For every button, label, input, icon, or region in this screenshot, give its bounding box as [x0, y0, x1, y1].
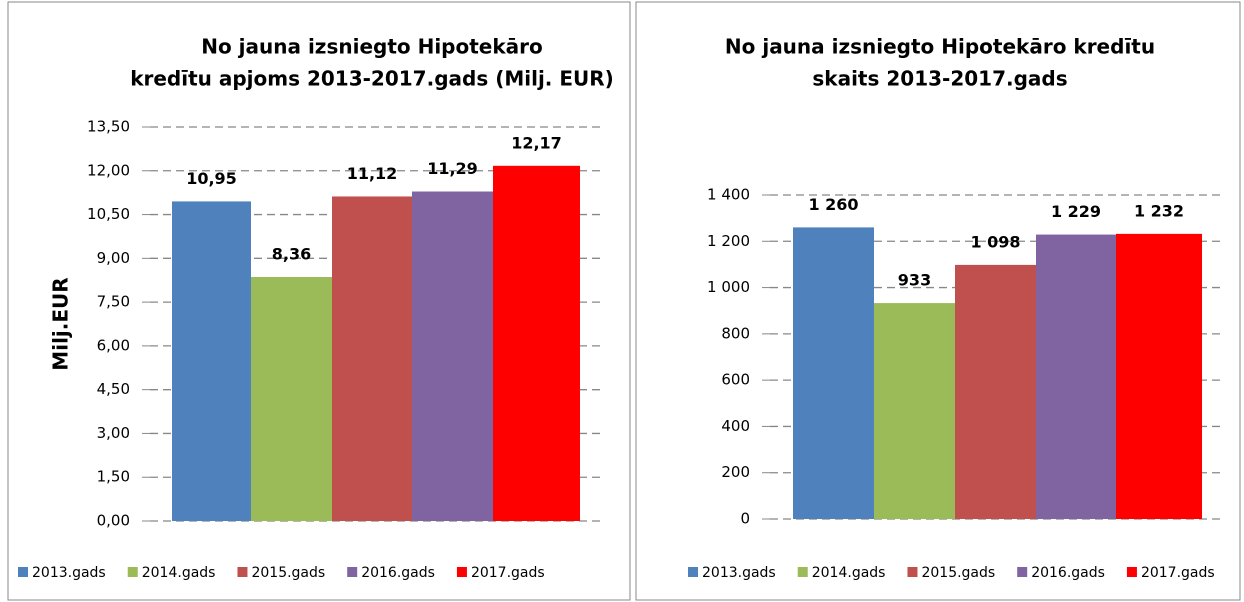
y-tick-label: 4,50 — [97, 380, 130, 398]
value-label: 10,95 — [186, 169, 237, 188]
bar — [412, 191, 493, 521]
legend-swatch — [127, 567, 138, 577]
legend-label: 2014.gads — [812, 565, 886, 581]
value-label: 1 098 — [970, 232, 1020, 251]
legend-label: 2015.gads — [921, 565, 995, 581]
legend-label: 2016.gads — [1031, 565, 1105, 581]
y-tick-label: 400 — [721, 417, 750, 435]
value-label: 933 — [898, 271, 931, 290]
bar — [1116, 233, 1202, 519]
chart-title: kredītu apjoms 2013-2017.gads (Milj. EUR… — [130, 67, 614, 91]
y-tick-label: 1 200 — [707, 232, 750, 250]
value-label: 1 232 — [1134, 201, 1184, 220]
y-tick-label: 1,50 — [97, 468, 130, 486]
chart-title: No jauna izsniegto Hipotekāro — [201, 35, 543, 59]
legend-swatch — [797, 567, 808, 577]
y-tick-label: 1 400 — [707, 186, 750, 204]
y-tick-label: 6,00 — [97, 336, 130, 354]
legend-label: 2016.gads — [361, 565, 435, 581]
y-tick-label: 0,00 — [97, 512, 130, 530]
y-axis-label: Milj.EUR — [49, 277, 73, 370]
legend-swatch — [18, 567, 28, 577]
legend-swatch — [347, 567, 358, 577]
value-label: 8,36 — [272, 245, 311, 264]
y-tick-label: 13,50 — [87, 118, 130, 136]
chart-title: No jauna izsniegto Hipotekāro kredītu — [725, 35, 1155, 59]
chart-title: skaits 2013-2017.gads — [812, 67, 1067, 91]
bar — [332, 196, 412, 521]
bar — [493, 165, 580, 522]
legend-label: 2015.gads — [251, 565, 325, 581]
legend-swatch — [1126, 567, 1137, 577]
y-tick-label: 800 — [721, 324, 750, 342]
y-tick-label: 12,00 — [87, 161, 130, 179]
value-label: 11,29 — [427, 159, 478, 178]
legend-swatch — [688, 567, 698, 577]
bar — [955, 264, 1036, 519]
legend-label: 2014.gads — [142, 565, 216, 581]
y-tick-label: 0 — [740, 510, 750, 528]
legend-label: 2017.gads — [1141, 565, 1215, 581]
y-tick-label: 9,00 — [97, 249, 130, 267]
bar — [1036, 234, 1116, 519]
bar — [172, 201, 251, 521]
value-label: 11,12 — [347, 164, 398, 183]
y-tick-label: 1 000 — [707, 278, 750, 296]
y-tick-label: 3,00 — [97, 424, 130, 442]
value-label: 1 260 — [808, 195, 858, 214]
y-tick-label: 10,50 — [87, 205, 130, 223]
bar — [793, 227, 874, 519]
legend-swatch — [237, 567, 248, 577]
y-tick-label: 600 — [721, 371, 750, 389]
value-label: 1 229 — [1051, 202, 1101, 221]
value-label: 12,17 — [511, 133, 562, 152]
bar — [251, 277, 332, 521]
y-tick-label: 7,50 — [97, 293, 130, 311]
legend-swatch — [907, 567, 918, 577]
legend-swatch — [456, 567, 467, 577]
legend-label: 2013.gads — [32, 565, 106, 581]
y-tick-label: 200 — [721, 463, 750, 481]
legend-label: 2013.gads — [702, 565, 776, 581]
bar — [874, 303, 955, 519]
legend-swatch — [1017, 567, 1028, 577]
legend-label: 2017.gads — [471, 565, 545, 581]
